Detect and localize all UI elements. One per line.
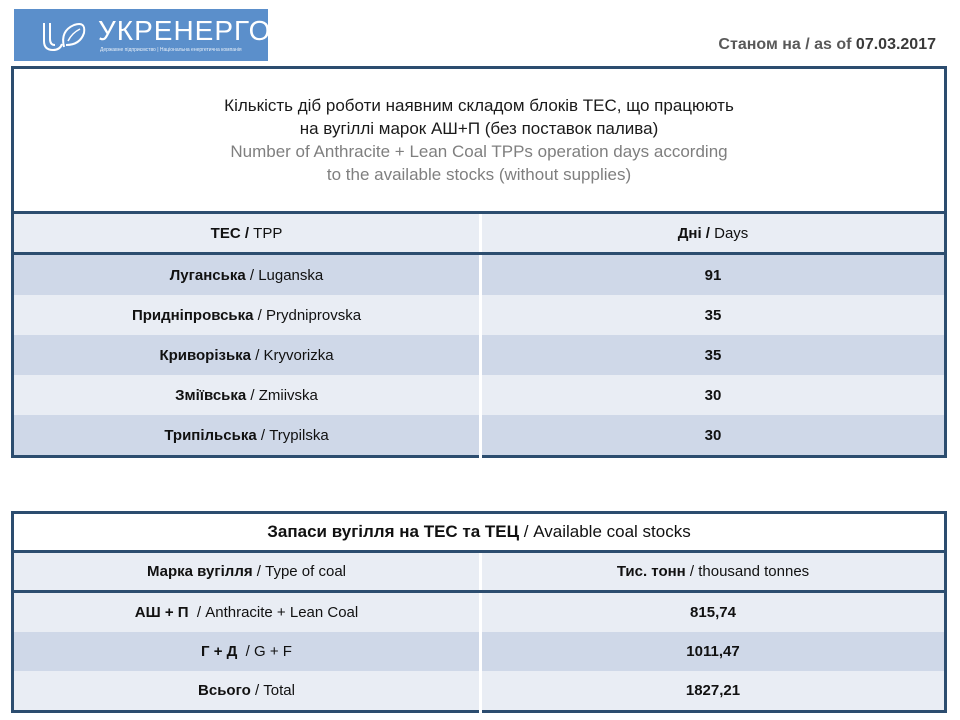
tpp-name: Луганська / Luganska	[12, 253, 482, 295]
header-thousand-tonnes: Тис. тонн / thousand tonnes	[480, 551, 946, 593]
table-row: Криворізька / Kryvorizka 35	[12, 335, 946, 375]
days-value: 91	[480, 253, 946, 295]
header-row: Марка вугілля / Type of coal Тис. тонн /…	[12, 551, 946, 593]
stock-value: 815,74	[480, 591, 946, 632]
table-row: Придніпровська / Prydniprovska 35	[12, 295, 946, 335]
table-row: Зміївська / Zmiivska 30	[12, 375, 946, 415]
coal-type: АШ + П / Anthracite + Lean Coal	[12, 591, 482, 632]
title-en-line2: to the available stocks (without supplie…	[326, 165, 632, 184]
title-ua-line2: на вугіллі марок АШ+П (без поставок пали…	[299, 119, 659, 138]
days-value: 30	[480, 375, 946, 415]
table-row: Трипільська / Trypilska 30	[12, 415, 946, 457]
as-of-value: 07.03.2017	[855, 36, 936, 53]
ukrenergo-logo: УКРЕНЕРГО Державне підприємство | Націон…	[14, 9, 272, 61]
stock-value: 1011,47	[480, 632, 946, 671]
as-of-label: Станом на / as of	[718, 36, 852, 53]
logo-subtitle: Державне підприємство | Національна енер…	[100, 47, 242, 53]
tpp-name: Зміївська / Zmiivska	[12, 375, 482, 415]
table-row: Всього / Total 1827,21	[12, 671, 946, 712]
table-row: Г + Д / G + F 1011,47	[12, 632, 946, 671]
logo-mark-icon	[43, 23, 86, 52]
table-row: Луганська / Luganska 91	[12, 253, 946, 295]
coal-stocks-table: Запаси вугілля на ТЕС та ТЕЦ / Available…	[11, 511, 947, 713]
days-value: 35	[480, 335, 946, 375]
table-row: АШ + П / Anthracite + Lean Coal 815,74	[12, 591, 946, 632]
coal-type: Всього / Total	[12, 671, 482, 712]
tpp-name: Трипільська / Trypilska	[12, 415, 482, 457]
days-value: 30	[480, 415, 946, 457]
tpp-name: Придніпровська / Prydniprovska	[12, 295, 482, 335]
days-value: 35	[480, 295, 946, 335]
as-of-date: Станом на / as of 07.03.2017	[718, 36, 936, 54]
header-coal-type: Марка вугілля / Type of coal	[12, 551, 482, 593]
tpp-name: Криворізька / Kryvorizka	[12, 335, 482, 375]
title-en-line1: Number of Anthracite + Lean Coal TPPs op…	[230, 142, 728, 161]
header-days: Дні / Days	[480, 212, 946, 255]
logo-name: УКРЕНЕРГО	[98, 15, 272, 46]
stock-value: 1827,21	[480, 671, 946, 712]
title-ua-line1: Кількість діб роботи наявним складом бло…	[224, 96, 734, 115]
header-tpp: ТЕС / TPP	[12, 212, 482, 255]
operation-days-table: Кількість діб роботи наявним складом бло…	[11, 66, 947, 458]
table-title: Кількість діб роботи наявним складом бло…	[12, 67, 946, 214]
header-row: ТЕС / TPP Дні / Days	[12, 212, 946, 255]
table-title: Запаси вугілля на ТЕС та ТЕЦ / Available…	[12, 512, 946, 553]
coal-type: Г + Д / G + F	[12, 632, 482, 671]
